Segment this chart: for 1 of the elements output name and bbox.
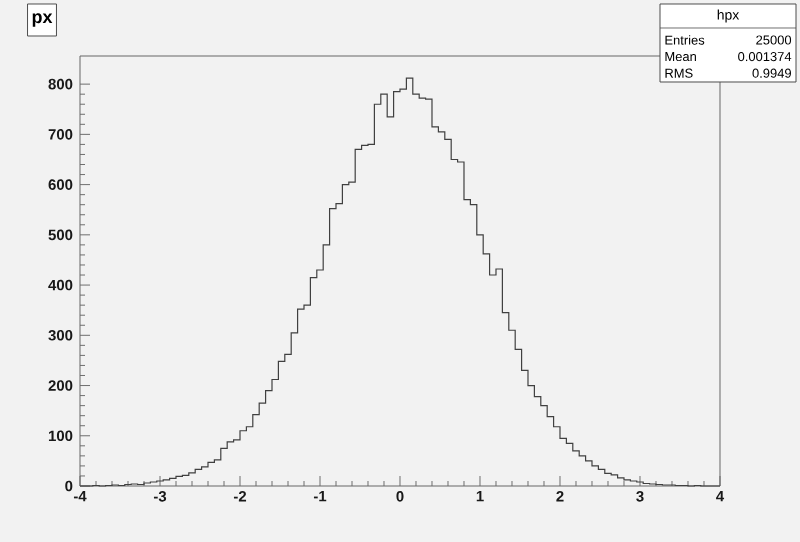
- chart-title: px: [32, 13, 53, 27]
